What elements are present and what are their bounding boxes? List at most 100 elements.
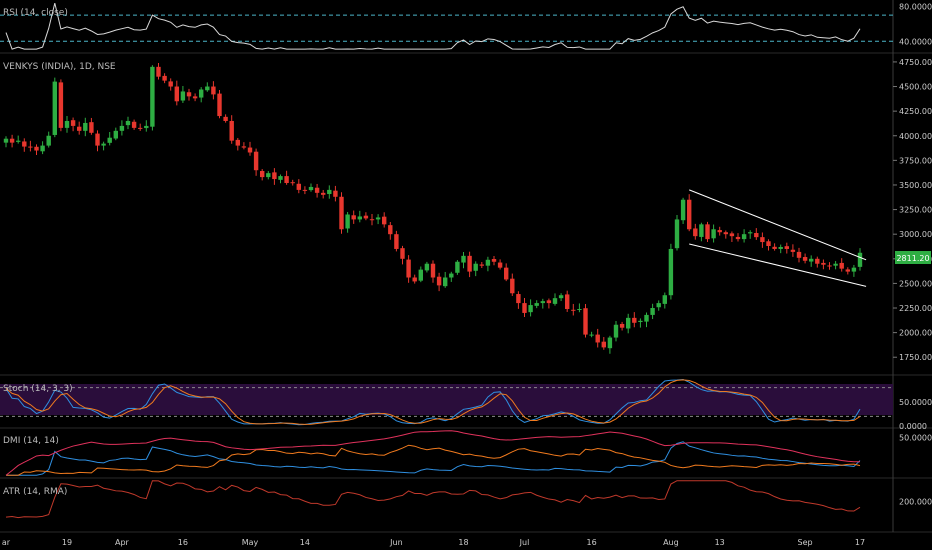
- atr-title: ATR (14, RMA): [3, 487, 67, 497]
- x-axis-tick: 16: [178, 538, 188, 547]
- candle-body: [565, 294, 570, 309]
- candle-body: [778, 246, 783, 249]
- rsi-axis-tick: 40.0000: [899, 37, 932, 46]
- x-axis-tick: Aug: [663, 538, 679, 547]
- candle-body: [339, 196, 344, 230]
- candle-body: [101, 143, 106, 146]
- candle-body: [266, 173, 271, 178]
- candle-body: [748, 232, 753, 234]
- candle-body: [144, 125, 149, 129]
- candle-body: [70, 120, 76, 126]
- candle-body: [174, 86, 179, 102]
- candle-body: [504, 267, 509, 280]
- candle-body: [693, 228, 698, 237]
- stoch-title: Stoch (14, 3, 3): [3, 384, 73, 394]
- candle-body: [613, 324, 619, 338]
- candle-body: [406, 259, 411, 278]
- candle-body: [9, 138, 15, 143]
- candle-body: [119, 125, 125, 131]
- candle-body: [241, 146, 247, 148]
- x-axis-tick: 18: [458, 538, 468, 547]
- candle-body: [16, 140, 21, 142]
- candle-body: [674, 219, 680, 249]
- candle-body: [28, 146, 33, 148]
- candle-body: [626, 317, 631, 329]
- candle-body: [235, 139, 240, 146]
- candle-body: [638, 320, 643, 322]
- candle-body: [467, 255, 472, 272]
- x-axis-tick: 19: [62, 538, 72, 547]
- candle-body: [95, 133, 100, 146]
- last-price-tag: 2811.20: [896, 254, 929, 263]
- candle-body: [589, 334, 594, 336]
- candle-body: [449, 273, 454, 278]
- candle-body: [131, 121, 137, 128]
- candle-body: [162, 75, 167, 81]
- candle-body: [558, 295, 564, 299]
- candle-body: [217, 93, 222, 117]
- candle-body: [534, 303, 539, 306]
- candle-body: [186, 92, 192, 97]
- candle-body: [528, 305, 533, 313]
- candle-body: [839, 262, 844, 269]
- dmi-adx-line: [5, 430, 861, 476]
- candle-body: [369, 219, 375, 221]
- price-axis-tick: 3250.00: [899, 206, 932, 215]
- candle-body: [784, 246, 789, 249]
- x-axis-tick: Jul: [519, 538, 530, 547]
- x-axis-tick: 17: [855, 538, 865, 547]
- candle-body: [296, 183, 301, 190]
- candle-body: [479, 264, 484, 266]
- price-axis-tick: 2500.00: [899, 279, 932, 288]
- candle-body: [125, 120, 131, 126]
- candle-body: [790, 249, 796, 252]
- candle-body: [272, 172, 277, 180]
- x-axis-tick: 13: [715, 538, 725, 547]
- candle-body: [308, 186, 314, 191]
- candle-body: [815, 258, 820, 264]
- candle-body: [571, 309, 576, 311]
- x-axis-tick: 16: [587, 538, 597, 547]
- candle-body: [619, 323, 625, 328]
- candle-body: [833, 263, 838, 266]
- candle-body: [455, 261, 460, 273]
- dmi-title: DMI (14, 14): [3, 436, 59, 446]
- candle-body: [717, 230, 722, 233]
- candle-body: [601, 341, 606, 348]
- candle-body: [650, 308, 655, 315]
- candle-body: [687, 199, 692, 230]
- rsi-axis-tick: 80.0000: [899, 2, 932, 11]
- candle-body: [540, 301, 545, 304]
- candle-body: [546, 300, 552, 304]
- candle-body: [247, 147, 253, 153]
- candle-body: [809, 258, 814, 262]
- price-axis-tick: 4000.00: [899, 132, 932, 141]
- candle-body: [382, 216, 387, 225]
- price-axis-tick: 3000.00: [899, 230, 932, 239]
- dmi-plus-line: [6, 441, 861, 476]
- candle-body: [64, 120, 70, 128]
- candle-body: [436, 276, 442, 286]
- candle-body: [723, 232, 728, 235]
- atr-line: [5, 480, 861, 519]
- candle-body: [485, 259, 491, 266]
- atr-axis-tick: 200.0000: [899, 497, 932, 506]
- candle-body: [83, 122, 88, 131]
- candle-body: [473, 263, 478, 271]
- candle-body: [741, 234, 747, 240]
- candle-body: [735, 236, 741, 240]
- price-axis-tick: 4250.00: [899, 107, 932, 116]
- rsi-title: RSI (14, close): [3, 8, 68, 18]
- stoch-axis-tick: 0.0000: [899, 422, 927, 431]
- price-axis-tick: 4750.00: [899, 58, 932, 67]
- x-axis-tick: May: [242, 538, 259, 547]
- candle-body: [827, 265, 832, 267]
- candle-body: [516, 294, 521, 304]
- candle-body: [211, 86, 216, 95]
- price-axis-tick: 4500.00: [899, 83, 932, 92]
- candle-body: [46, 135, 51, 146]
- price-axis-tick: 2250.00: [899, 304, 932, 313]
- candle-body: [400, 248, 405, 259]
- wedge-line: [689, 243, 867, 287]
